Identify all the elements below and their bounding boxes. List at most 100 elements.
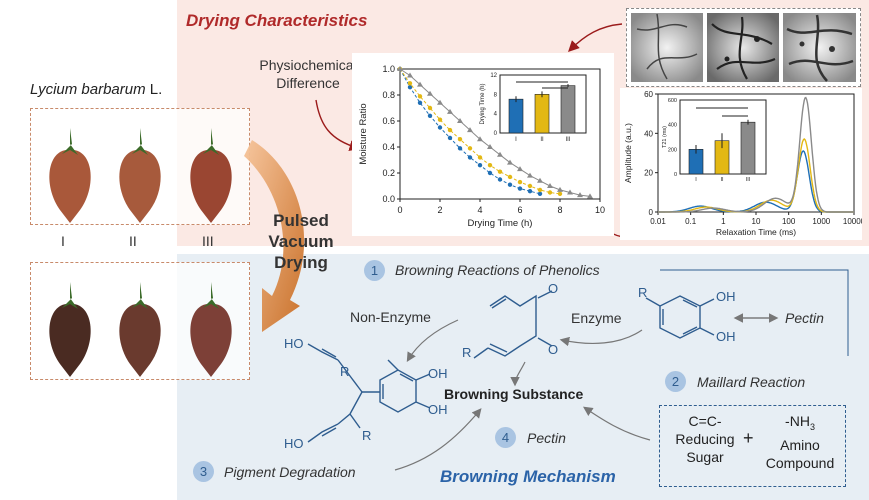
point-III: [467, 127, 473, 133]
pigment-oh-1: OH: [428, 366, 448, 381]
point-III: [477, 136, 483, 142]
nmr-x-tick-label: 10: [752, 217, 761, 226]
point-III: [397, 66, 403, 71]
nmr-inset-x-label: II: [720, 177, 724, 183]
y-axis-label: Moisture Ratio: [358, 103, 369, 164]
point-I: [407, 85, 413, 90]
point-III: [517, 166, 523, 172]
reducing-sugar: C=C- Reducing Sugar: [668, 412, 742, 466]
step-badge-4: 4: [495, 427, 516, 448]
point-III: [457, 118, 463, 123]
quinone-o-1: O: [548, 281, 559, 296]
catechol-structure: [645, 295, 715, 339]
fruit-fresh-3: [190, 128, 232, 223]
x-tick-label: 8: [557, 205, 562, 215]
group-label-1: I: [61, 233, 65, 249]
species-label: Lycium barbarum L.: [30, 81, 162, 98]
point-I: [477, 163, 483, 168]
species-name: Lycium barbarum: [30, 81, 146, 98]
point-I: [447, 135, 453, 141]
amino-line-3: Compound: [765, 454, 835, 471]
point-II: [517, 179, 523, 185]
point-II: [547, 190, 553, 195]
group-label-2: II: [129, 233, 137, 249]
physio-label: Physiochemical Difference: [243, 56, 373, 92]
physio-line-1: Physiochemical: [259, 57, 357, 73]
species-suffix: L.: [145, 81, 163, 98]
micrograph-1: [631, 13, 703, 82]
step-badge-3: 3: [193, 461, 214, 482]
step-label-2: Maillard Reaction: [697, 374, 806, 390]
point-III: [557, 186, 563, 192]
catechol-oh-2: OH: [716, 329, 736, 344]
point-III: [587, 193, 593, 199]
moisture-chart: 0 2 4 6 8 10 0.0 0.2 0.4 0.6 0.8 1.0 Drying Time (h)…: [358, 64, 605, 229]
non-enzyme-label: Non-Enzyme: [350, 309, 431, 325]
inset-y-tick: 12: [490, 73, 497, 79]
pigment-structure: [307, 343, 431, 443]
fruit-dried-1: [49, 282, 91, 377]
x-tick-label: 0: [397, 205, 402, 215]
fruit-fresh-2: [119, 128, 161, 223]
nmr-y-tick-label: 60: [644, 90, 653, 99]
nmr-inset-x-label: I: [695, 177, 697, 183]
pigment-to-browning: [394, 408, 482, 471]
y-tick-label: 1.0: [382, 64, 395, 74]
step-badge-2: 2: [665, 371, 686, 392]
physio-line-2: Difference: [276, 75, 340, 91]
phenolic-connector: [660, 269, 849, 356]
point-III: [537, 177, 543, 183]
step-label-4: Pectin: [527, 430, 566, 446]
nmr-x-axis-label: Relaxation Time (ms): [716, 227, 796, 237]
quinone-r: R: [462, 345, 472, 360]
step-label-3: Pigment Degradation: [224, 464, 356, 480]
fruit-dried-3: [190, 282, 232, 377]
y-tick-label: 0.4: [382, 142, 395, 152]
nmr-y-axis-label: Amplitude (a.u.): [623, 123, 633, 183]
point-III: [567, 189, 573, 195]
point-II: [407, 81, 413, 86]
nmr-inset-y-tick: 200: [668, 147, 677, 153]
quinone-to-browning: [510, 361, 526, 387]
x-tick-label: 6: [517, 205, 522, 215]
process-line-2: Vacuum: [268, 232, 334, 251]
point-III: [507, 159, 513, 165]
x-tick-label: 10: [595, 205, 605, 215]
point-I: [527, 189, 533, 194]
maillard-reactants-box: [659, 405, 846, 487]
point-III: [407, 72, 413, 78]
point-II: [527, 183, 533, 189]
nmr-x-tick-label: 1000: [812, 217, 830, 226]
step-label-1: Browning Reactions of Phenolics: [395, 262, 600, 278]
point-III: [487, 144, 493, 149]
mechanism-title: Browning Mechanism: [440, 467, 616, 486]
browning-substance-label: Browning Substance: [444, 386, 584, 402]
fruit-fresh-1: [49, 128, 91, 223]
point-III: [527, 172, 533, 178]
pigment-ho-2: HO: [284, 436, 304, 451]
quinone-o-2: O: [548, 342, 559, 357]
point-III: [417, 81, 423, 87]
nmr-curve-II: [658, 138, 854, 213]
enzyme-arrow: [559, 329, 643, 347]
pigment-ho-1: HO: [284, 336, 304, 351]
point-I: [537, 191, 543, 196]
point-II: [467, 146, 473, 151]
inset-y-tick: 4: [494, 112, 498, 118]
step-badge-1: 1: [364, 260, 385, 281]
physio-arrow: [315, 99, 361, 152]
nmr-y-tick-label: 0: [649, 208, 654, 217]
nmr-x-tick-label: 100: [782, 217, 796, 226]
nmr-y-tick-label: 20: [644, 169, 653, 178]
process-label: Pulsed Vacuum Drying: [256, 210, 346, 273]
inset-y-label: Drying Time (h): [480, 83, 486, 124]
group-label-3: III: [202, 233, 214, 249]
x-tick-label: 4: [477, 205, 482, 215]
inset-y-tick: 8: [494, 92, 498, 98]
point-III: [437, 99, 443, 105]
micro-arrow: [568, 23, 623, 52]
y-tick-label: 0.0: [382, 194, 395, 204]
